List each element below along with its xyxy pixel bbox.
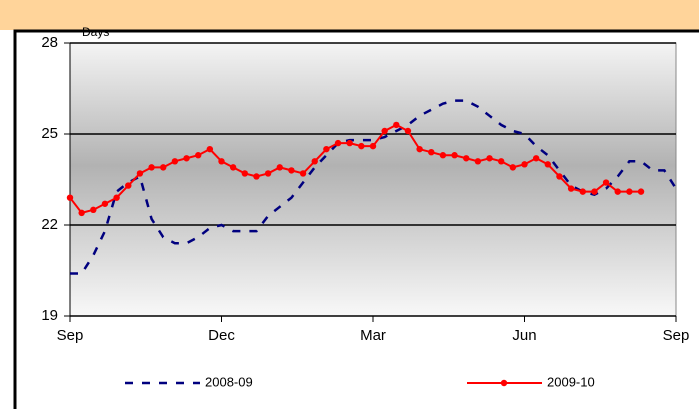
series-marker: [439, 152, 447, 159]
plot-area: [69, 42, 677, 317]
series-marker: [509, 164, 517, 171]
legend-label: 2008-09: [205, 374, 253, 389]
series-marker: [567, 185, 575, 192]
series-marker: [78, 209, 85, 217]
series-marker: [276, 164, 283, 171]
series-marker: [486, 155, 493, 162]
series-marker: [544, 161, 552, 168]
series-marker: [637, 188, 645, 195]
series-marker: [532, 155, 540, 162]
x-tick-label: Mar: [360, 327, 386, 344]
series-marker: [626, 188, 633, 195]
series-marker: [90, 206, 97, 214]
series-marker: [125, 182, 132, 189]
series-marker: [474, 158, 482, 165]
x-tick-label: Sep: [663, 327, 690, 344]
series-marker: [334, 139, 342, 147]
x-tick-label: Dec: [208, 327, 235, 344]
series-marker: [136, 170, 144, 177]
series-marker: [299, 170, 307, 177]
series-marker: [148, 164, 155, 171]
series-marker: [404, 127, 412, 135]
series-marker: [288, 167, 295, 174]
series-marker: [463, 155, 470, 162]
series-marker: [521, 161, 528, 168]
series-marker: [101, 200, 109, 207]
series-marker: [171, 158, 179, 165]
series-marker: [311, 158, 318, 165]
series-marker: [381, 127, 388, 135]
series-marker: [428, 149, 435, 156]
series-marker: [358, 142, 365, 150]
series-marker: [206, 145, 214, 153]
legend-label: 2009-10: [547, 374, 595, 389]
legend-marker: [500, 379, 508, 387]
series-marker: [264, 170, 272, 177]
series-marker: [160, 164, 167, 171]
series-marker: [194, 152, 202, 159]
series-line: [70, 99, 678, 275]
series-marker: [323, 145, 330, 153]
y-tick-label: 28: [41, 34, 58, 51]
x-tick-label: Jun: [512, 327, 536, 344]
series-marker: [451, 152, 458, 159]
series-marker: [113, 194, 120, 201]
y-axis-label: Days: [82, 25, 109, 39]
series-marker: [416, 145, 423, 153]
series-marker: [579, 188, 586, 195]
series-marker: [229, 164, 237, 171]
series-marker: [556, 173, 563, 180]
y-tick-label: 25: [41, 125, 58, 142]
x-tick-label: Sep: [57, 327, 84, 344]
series-marker: [183, 155, 190, 162]
series-marker: [218, 158, 225, 165]
series-marker: [602, 179, 610, 186]
series-marker: [369, 142, 377, 150]
series-marker: [591, 188, 598, 195]
series-marker: [66, 194, 74, 201]
series-marker: [253, 173, 260, 180]
series-marker: [393, 121, 400, 129]
y-tick-label: 19: [41, 307, 58, 324]
series-marker: [497, 158, 505, 165]
series-marker: [614, 188, 621, 195]
series-marker: [346, 139, 353, 147]
series-marker: [241, 170, 249, 177]
y-tick-label: 22: [41, 216, 58, 233]
banner: [0, 0, 699, 30]
